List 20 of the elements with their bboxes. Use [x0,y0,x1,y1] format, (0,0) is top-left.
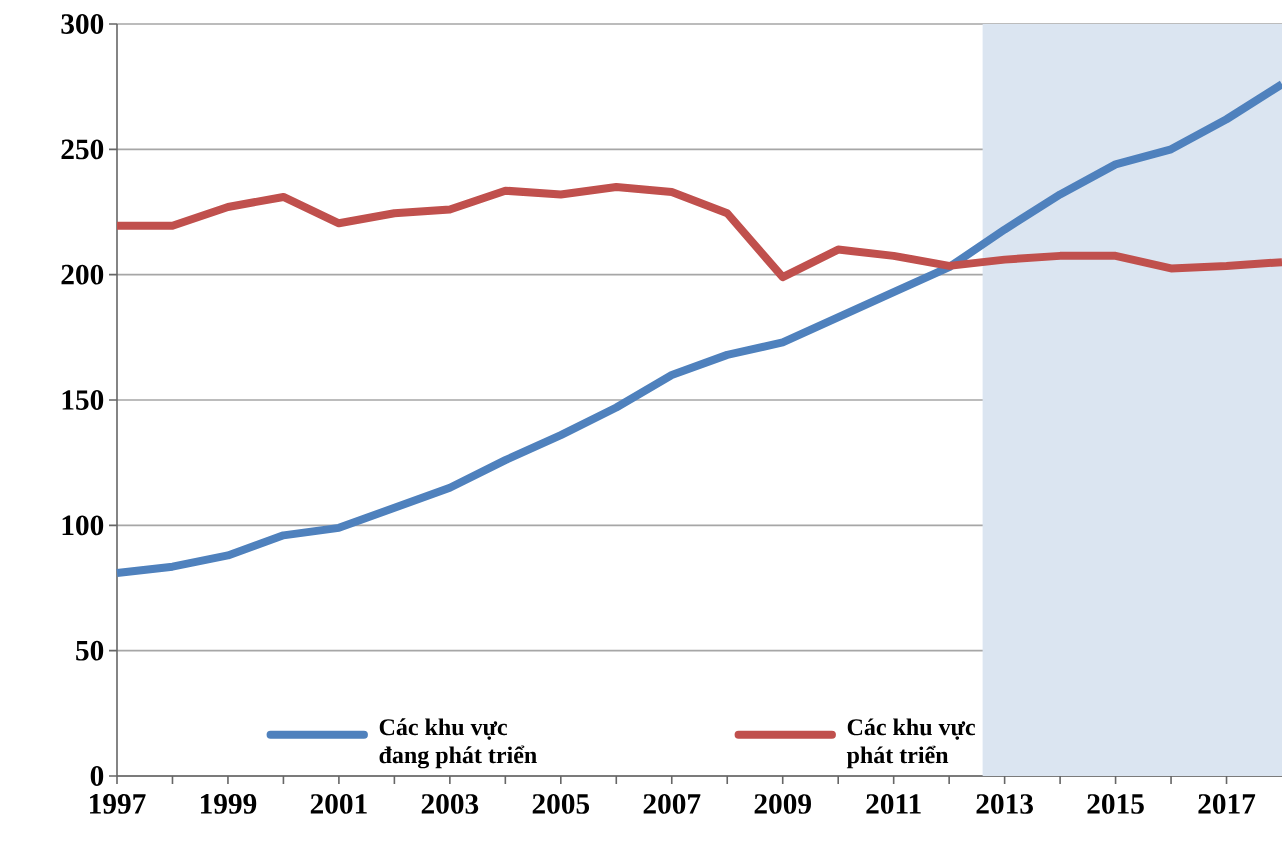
y-tick-label: 200 [61,264,104,285]
x-tick-label: 1997 [90,794,146,814]
legend-label: Các khu vực phát triển [846,718,976,769]
x-tick-label: 2017 [1198,794,1256,814]
y-tick-label: 250 [61,139,104,160]
x-tick-label: 2001 [310,794,367,814]
y-tick-label: 150 [62,390,104,410]
x-tick-label: 2015 [1087,794,1144,814]
x-tick-label: 1999 [200,794,257,814]
y-tick-label: 0 [90,766,104,786]
x-tick-label: 2007 [643,794,701,814]
y-tick-label: 100 [62,515,104,536]
y-tick-label: 50 [76,640,104,661]
x-tick-label: 2009 [754,794,811,814]
x-tick-label: 2011 [866,794,921,814]
x-tick-label: 2003 [421,794,479,814]
x-tick-label: 2013 [976,794,1033,814]
x-tick-label: 2005 [532,794,590,814]
y-tick-label: 300 [61,14,104,34]
legend-label: Các khu vực đang phát triển [379,718,537,769]
